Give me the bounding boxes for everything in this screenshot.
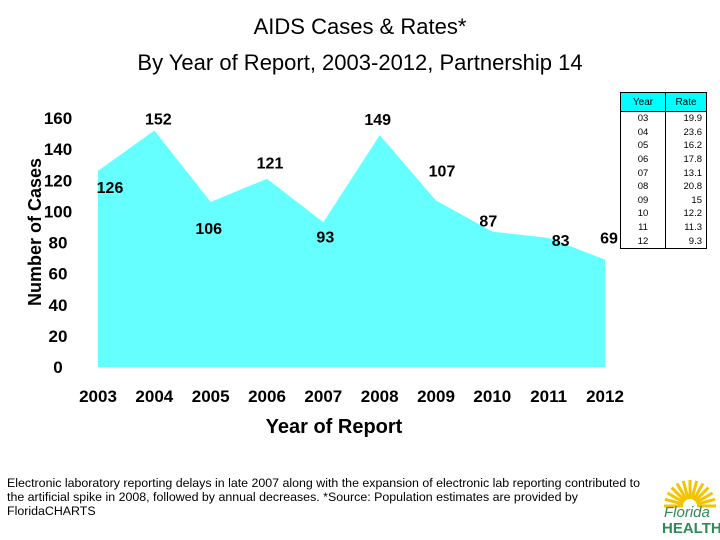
data-label: 106 (195, 221, 222, 238)
footnote: Electronic laboratory reporting delays i… (7, 476, 640, 518)
data-label: 93 (316, 229, 334, 246)
area-chart: 0 20 40 60 80 100 120 140 160 2003 2004 2005 2006 200… (25, 109, 624, 438)
rate-table-year-cell: 05 (620, 139, 666, 153)
y-tick-label: 40 (49, 296, 68, 315)
data-label: 149 (364, 112, 391, 129)
y-tick-label: 80 (49, 234, 68, 253)
rate-table-row: 03 19.9 (620, 111, 707, 126)
data-label: 69 (600, 231, 618, 248)
rate-table-year-cell: 09 (620, 193, 666, 208)
rate-table-year-cell: 07 (620, 166, 666, 180)
x-tick-label: 2007 (304, 387, 342, 406)
area-series (98, 130, 605, 367)
data-label: 87 (479, 214, 497, 231)
rate-table-rate-cell: 12.2 (665, 207, 707, 221)
y-tick-label: 0 (53, 358, 62, 377)
rate-table-row: 12 9.3 (620, 234, 707, 249)
rate-table-row: 10 12.2 (620, 207, 707, 221)
rate-table-year-cell: 06 (620, 152, 666, 167)
rate-table-row: 09 15 (620, 193, 707, 208)
x-tick-label: 2006 (248, 387, 286, 406)
rate-table-year-cell: 10 (620, 207, 666, 221)
rate-table-rate-cell: 19.9 (665, 111, 707, 126)
x-tick-label: 2005 (192, 387, 230, 406)
rate-table-rate-cell: 20.8 (665, 179, 707, 194)
chart-title-line2: By Year of Report, 2003-2012, Partnershi… (137, 50, 583, 75)
logo-text-florida: Florida (664, 504, 710, 521)
sun-icon (664, 480, 716, 508)
y-tick-label: 100 (44, 202, 72, 221)
x-tick-label: 2008 (361, 387, 399, 406)
rate-table-row: 08 20.8 (620, 179, 707, 194)
x-tick-label: 2012 (586, 387, 624, 406)
x-tick-label: 2010 (473, 387, 511, 406)
rate-table-row: 04 23.6 (620, 125, 707, 140)
x-axis-title: Year of Report (266, 416, 403, 438)
rate-table-year-cell: 11 (620, 220, 666, 235)
data-label: 121 (257, 156, 284, 173)
y-tick-label: 140 (44, 140, 72, 159)
rate-table-body: 03 19.9 04 23.6 05 16.2 06 17.8 07 13.1 08 20.8 09 15… (620, 111, 707, 249)
rate-table-year-cell: 12 (620, 234, 666, 249)
rate-table-year-cell: 04 (620, 125, 666, 140)
rate-table-rate-cell: 9.3 (665, 234, 707, 249)
x-tick-label: 2009 (417, 387, 455, 406)
rate-table-year-cell: 03 (620, 111, 666, 126)
rate-table-rate-cell: 11.3 (665, 220, 707, 235)
y-tick-label: 160 (44, 109, 72, 128)
rate-table-rate-cell: 23.6 (665, 125, 707, 140)
rate-table-header-rate: Rate (665, 92, 707, 112)
x-tick-label: 2003 (79, 387, 117, 406)
rate-table-rate-cell: 13.1 (665, 166, 707, 180)
rate-table: Year Rate 03 19.9 04 23.6 05 16.2 06 17.8 07 13.1… (620, 92, 707, 249)
logo-text-health: HEALTH (662, 520, 720, 537)
rate-table-rate-cell: 15 (665, 193, 707, 208)
rate-table-header-year: Year (620, 92, 666, 112)
rate-table-rate-cell: 17.8 (665, 152, 707, 167)
y-tick-label: 20 (49, 327, 68, 346)
rate-table-row: 05 16.2 (620, 139, 707, 153)
rate-table-row: 06 17.8 (620, 152, 707, 167)
data-label: 152 (145, 111, 172, 128)
rate-table-rate-cell: 16.2 (665, 139, 707, 153)
x-tick-label: 2004 (135, 387, 173, 406)
x-tick-label: 2011 (530, 387, 567, 406)
rate-table-row: 07 13.1 (620, 166, 707, 180)
data-label: 107 (429, 163, 456, 180)
florida-health-logo: Florida HEALTH (660, 476, 720, 538)
y-tick-label: 120 (44, 171, 72, 190)
rate-table-year-cell: 08 (620, 179, 666, 194)
y-axis-title: Number of Cases (25, 158, 45, 306)
data-label: 126 (97, 180, 124, 197)
data-label: 83 (552, 233, 570, 250)
chart-title-line1: AIDS Cases & Rates* (253, 14, 467, 39)
y-tick-label: 60 (49, 265, 68, 284)
rate-table-row: 11 11.3 (620, 220, 707, 235)
